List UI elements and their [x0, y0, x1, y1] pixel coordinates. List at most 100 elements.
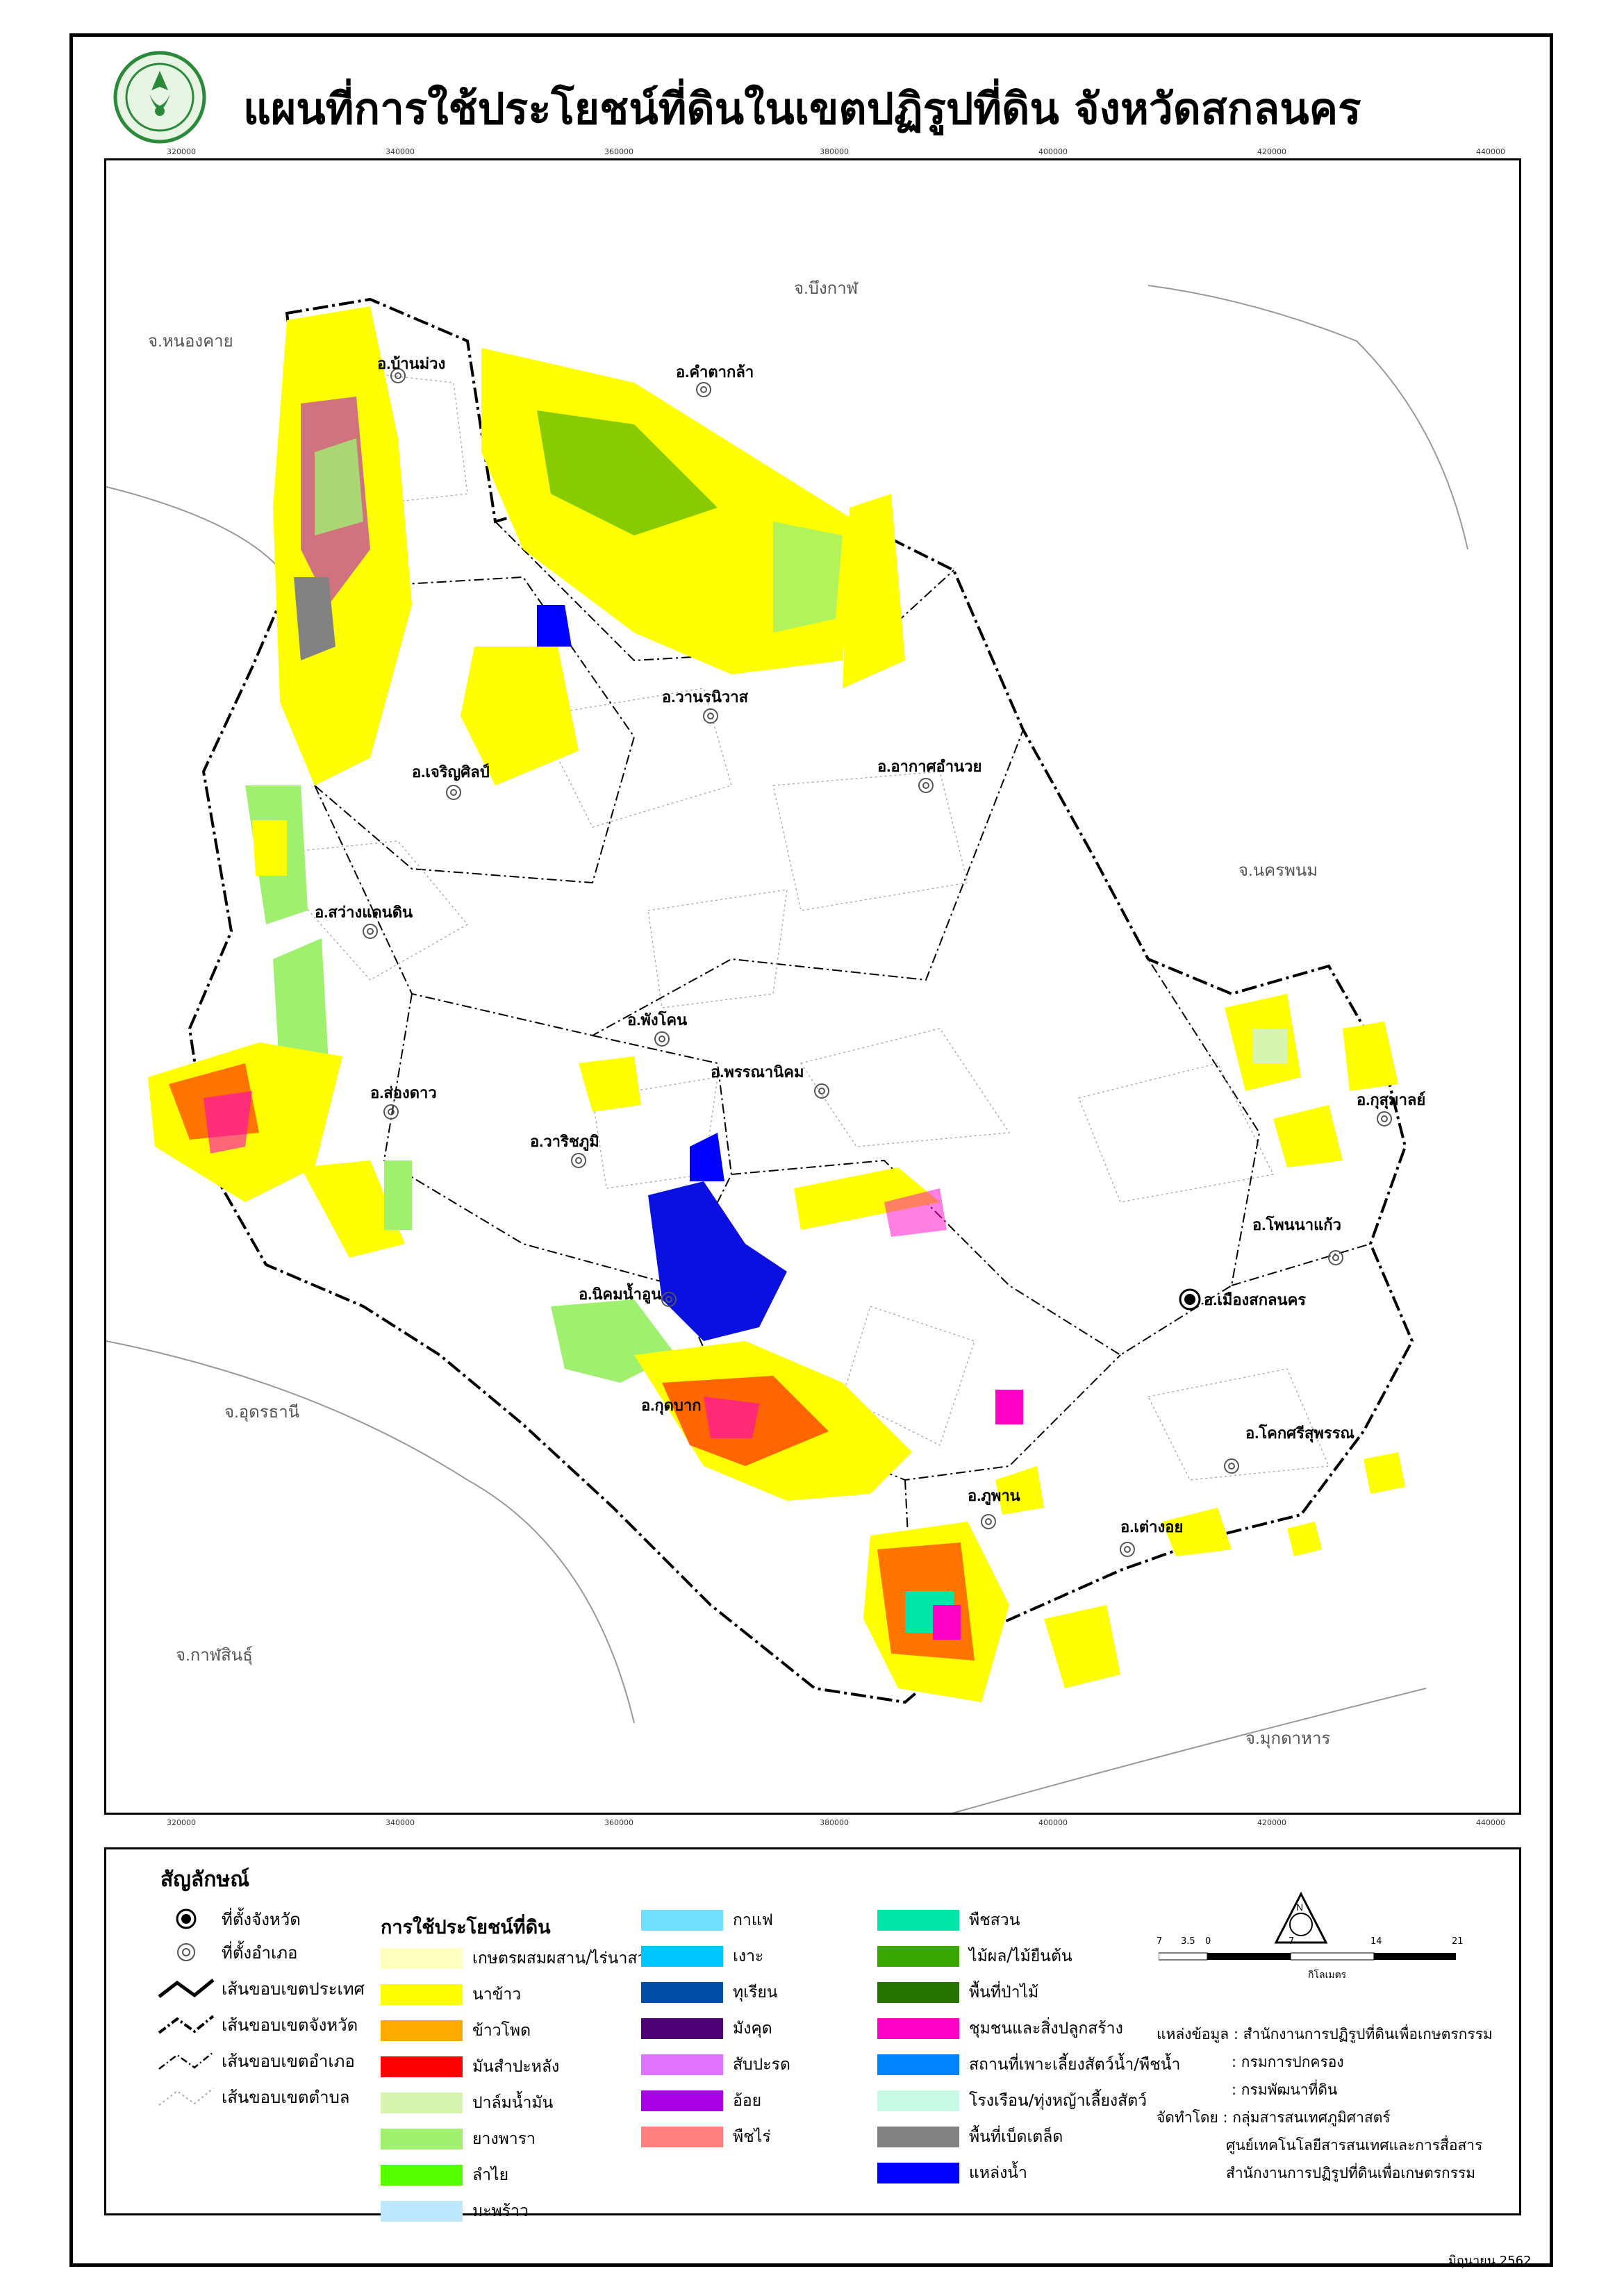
landuse-label: ข้าวโพด	[472, 2022, 531, 2040]
landuse-swatch	[877, 2018, 959, 2039]
landuse-swatch	[641, 2127, 723, 2147]
map-sheet-frame	[69, 33, 1553, 2267]
scale-bar	[1158, 1950, 1457, 1967]
legend-symbol-label: เส้นขอบเขตจังหวัด	[222, 2015, 358, 2035]
landuse-legend-item: กาแฟ	[641, 1908, 773, 1932]
x-tick-bottom: 360000	[604, 1818, 633, 1827]
source-line: : กรมการปกครอง	[1232, 2054, 1344, 2070]
landuse-label: อ้อย	[733, 2092, 762, 2110]
landuse-label: สับปะรด	[733, 2056, 790, 2074]
legend-symbol-row: เส้นขอบเขตจังหวัด	[155, 2011, 358, 2038]
scale-unit: กิโลเมตร	[1308, 1970, 1347, 1981]
district-label: อ.วาริชภูมิ	[530, 1133, 599, 1151]
legend-symbol-label: ที่ตั้งจังหวัด	[222, 1909, 301, 1929]
district-label: อ.ภูพาน	[968, 1487, 1020, 1506]
legend-symbol-row: เส้นขอบเขตประเทศ	[155, 1974, 365, 2002]
landuse-legend-item: สับปะรด	[641, 2053, 790, 2077]
landuse-label: ลำไย	[472, 2166, 509, 2184]
landuse-label: ไม้ผล/ไม้ยืนต้น	[969, 1947, 1072, 1965]
x-tick-top: 440000	[1476, 147, 1505, 156]
x-tick-top: 340000	[386, 147, 415, 156]
district-label: อ.วานรนิวาส	[662, 688, 749, 706]
landuse-swatch	[877, 2163, 959, 2183]
landuse-legend-item: พื้นที่ป่าไม้	[877, 1981, 1038, 2004]
x-tick-bottom: 340000	[386, 1818, 415, 1827]
credit-line: สำนักงานการปฏิรูปที่ดินเพื่อเกษตรกรรม	[1226, 2165, 1476, 2181]
landuse-swatch	[381, 2165, 463, 2186]
landuse-swatch	[641, 1982, 723, 2003]
map-title: แผนที่การใช้ประโยชน์ที่ดินในเขตปฏิรูปที่…	[243, 83, 1361, 134]
landuse-legend-item: ข้าวโพด	[381, 2019, 531, 2043]
x-tick-bottom: 400000	[1038, 1818, 1068, 1827]
landuse-swatch	[877, 1982, 959, 2003]
landuse-swatch	[381, 2020, 463, 2041]
landuse-swatch	[641, 1946, 723, 1967]
district-label: อ.นิคมน้ำอูน	[579, 1283, 661, 1304]
landuse-swatch	[381, 2093, 463, 2113]
legend-symbol-label: เส้นขอบเขตประเทศ	[222, 1979, 365, 1999]
legend-symbol-row: ที่ตั้งอำเภอ	[155, 1938, 297, 1966]
landuse-swatch	[641, 2018, 723, 2039]
map-area: จ.หนองคาย จ.บึงกาฬ จ.นครพนม จ.อุดรธานี จ…	[104, 158, 1521, 1815]
landuse-swatch	[877, 1946, 959, 1967]
landuse-legend-item: พืชสวน	[877, 1908, 1020, 1932]
x-tick-top: 380000	[820, 147, 849, 156]
landuse-label: มังคุด	[733, 2020, 772, 2038]
credit-line: ศูนย์เทคโนโลยีสารสนเทศและการสื่อสาร	[1226, 2137, 1483, 2154]
landuse-legend-item: มะพร้าว	[381, 2199, 529, 2223]
landuse-label: ยางพารา	[472, 2130, 536, 2148]
landuse-swatch	[877, 2127, 959, 2147]
x-tick-bottom: 440000	[1476, 1818, 1505, 1827]
x-tick-bottom: 420000	[1257, 1818, 1286, 1827]
district-label: อ.โคกศรีสุพรรณ	[1245, 1424, 1354, 1443]
neighbor-label: จ.มุกดาหาร	[1245, 1729, 1330, 1749]
district-label: อ.เจริญศิลป์	[412, 763, 490, 781]
province-seat-icon	[155, 1906, 217, 1931]
landuse-legend-item: พื้นที่เบ็ดเตล็ด	[877, 2125, 1063, 2149]
landuse-swatch	[641, 2090, 723, 2111]
source-line: แหล่งข้อมูล : สำนักงานการปฏิรูปที่ดินเพื…	[1157, 2026, 1493, 2043]
neighbor-label: จ.กาฬสินธุ์	[176, 1645, 253, 1665]
district-label: อ.พรรณานิคม	[711, 1063, 804, 1081]
landuse-label: มันสำปะหลัง	[472, 2058, 560, 2076]
landuse-label: ชุมชนและสิ่งปลูกสร้าง	[969, 2020, 1123, 2038]
country-boundary-line-icon	[155, 1976, 217, 2001]
district-seat-icon	[155, 1940, 217, 1965]
north-arrow-icon: N	[1273, 1891, 1329, 1947]
district-label: อ.บ้านม่วง	[377, 355, 445, 372]
landuse-label: พืชไร่	[733, 2128, 771, 2146]
source-line: : กรมพัฒนาที่ดิน	[1232, 2081, 1338, 2098]
landuse-label: ทุเรียน	[733, 1983, 778, 2002]
district-label: อ.สว่างแดนดิน	[315, 904, 413, 921]
legend-symbol-label: เส้นขอบเขตอำเภอ	[222, 2051, 355, 2071]
landuse-swatch	[877, 2054, 959, 2075]
alro-seal-icon	[111, 49, 208, 146]
landuse-swatch	[381, 1948, 463, 1969]
landuse-swatch	[641, 2054, 723, 2075]
landuse-label: แหล่งน้ำ	[969, 2164, 1027, 2182]
x-tick-top: 360000	[604, 147, 633, 156]
landuse-patches	[148, 306, 1405, 1702]
landuse-legend-item: แหล่งน้ำ	[877, 2161, 1027, 2185]
province-seat-icon	[1179, 1288, 1201, 1311]
district-label: อ.คำตากล้า	[676, 363, 754, 381]
landuse-legend-item: โรงเรือน/ทุ่งหญ้าเลี้ยงสัตว์	[877, 2089, 1147, 2113]
landuse-label: มะพร้าว	[472, 2202, 529, 2220]
neighbor-label: จ.นครพนม	[1238, 861, 1318, 880]
legend-symbol-row: เส้นขอบเขตตำบล	[155, 2083, 350, 2111]
landuse-legend-item: ลำไย	[381, 2163, 508, 2187]
landuse-label: ปาล์มน้ำมัน	[472, 2094, 554, 2112]
landuse-swatch	[641, 1910, 723, 1931]
legend-symbol-label: เส้นขอบเขตตำบล	[222, 2087, 350, 2107]
landuse-label: สถานที่เพาะเลี้ยงสัตว์น้ำ/พืชน้ำ	[969, 2056, 1181, 2074]
credit-line: จัดทำโดย : กลุ่มสารสนเทศภูมิศาสตร์	[1157, 2109, 1391, 2126]
neighbor-label: จ.หนองคาย	[148, 332, 233, 351]
landuse-label: เงาะ	[733, 1947, 764, 1965]
landuse-label: พืชสวน	[969, 1911, 1020, 1929]
neighbor-label: จ.อุดรธานี	[224, 1403, 299, 1422]
landuse-legend-item: อ้อย	[641, 2089, 761, 2113]
legend-symbol-row: เส้นขอบเขตอำเภอ	[155, 2047, 355, 2074]
svg-text:N: N	[1296, 1902, 1303, 1913]
legend-panel: สัญลักษณ์ ที่ตั้งจังหวัด ที่ตั้งอำเภอ เส…	[104, 1847, 1521, 2222]
map-date: มิถุนายน 2562	[1448, 2254, 1532, 2268]
